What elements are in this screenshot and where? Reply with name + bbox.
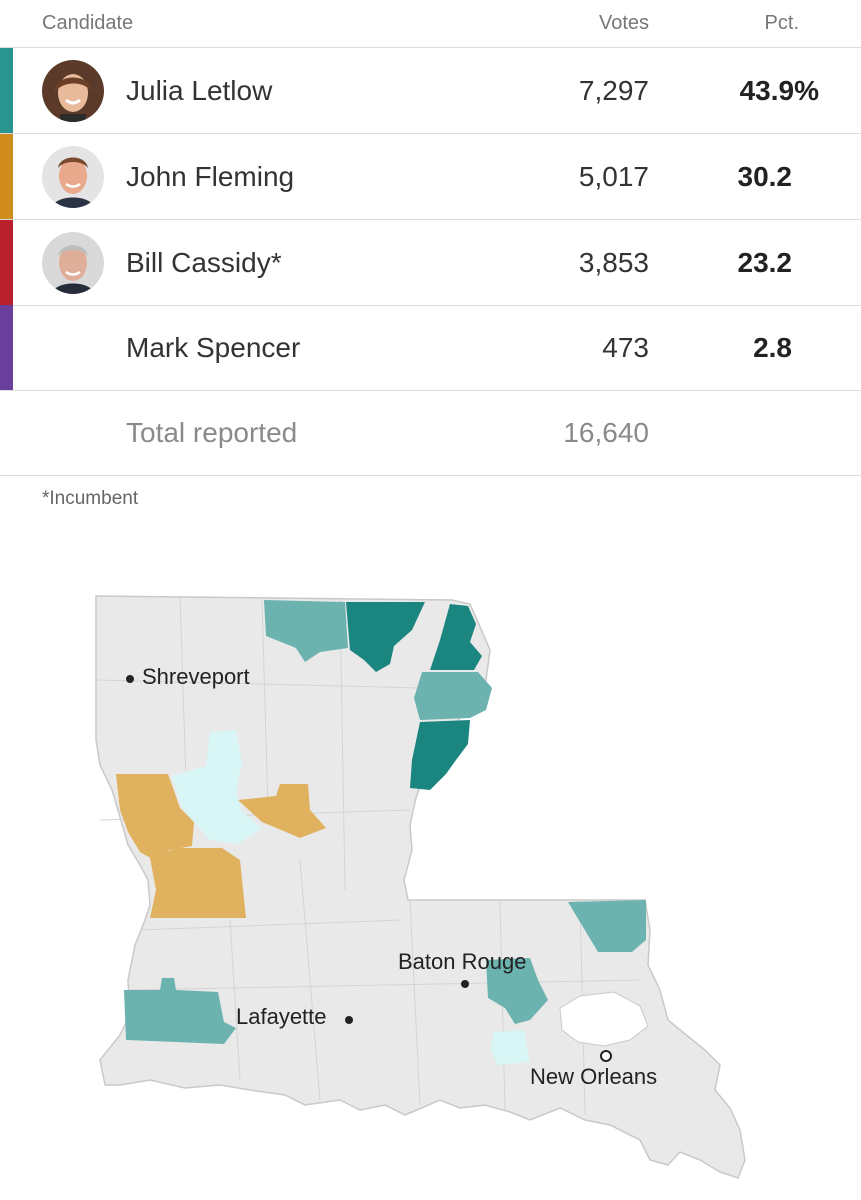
parish-letlow-light-east	[414, 672, 492, 720]
avatar-fleming	[42, 146, 104, 208]
parish-fleming-southwest	[150, 848, 246, 918]
new-orleans-marker-circle	[600, 1050, 612, 1062]
candidate-row-letlow: Julia Letlow 7,297 43.9%	[0, 48, 861, 134]
shreveport-marker-dot	[126, 675, 134, 683]
parish-letlow-light-batonrouge	[486, 958, 548, 1024]
total-label: Total reported	[126, 417, 298, 448]
candidate-pct: 2.8	[753, 332, 792, 363]
new-orleans-label: New Orleans	[530, 1064, 657, 1089]
candidate-name: Mark Spencer	[126, 332, 301, 363]
lake-pontchartrain	[559, 991, 649, 1047]
candidate-name: John Fleming	[126, 161, 295, 192]
candidate-row-spencer: Mark Spencer 473 2.8	[0, 305, 861, 391]
candidate-pct: 23.2	[737, 247, 793, 278]
candidate-pct: 43.9%	[739, 75, 819, 106]
lafayette-marker-dot	[345, 1016, 353, 1024]
party-color-bar	[0, 48, 13, 133]
avatar-letlow	[42, 60, 104, 122]
candidate-name: Bill Cassidy*	[126, 247, 282, 278]
baton-rouge-marker-dot	[461, 980, 469, 988]
candidate-votes: 473	[602, 332, 649, 363]
parish-letlow-strong-east	[410, 720, 470, 790]
party-color-bar	[0, 220, 13, 305]
parish-cassidy-light-central	[172, 730, 262, 844]
pct-column-header: Pct.	[764, 12, 799, 34]
total-votes: 16,640	[563, 417, 649, 448]
shreveport-label: Shreveport	[142, 664, 250, 689]
avatar-cassidy	[42, 232, 104, 294]
candidate-row-cassidy: Bill Cassidy* 3,853 23.2	[0, 220, 861, 306]
parish-letlow-light-southwest	[124, 978, 236, 1044]
parish-letlow-light-north	[264, 600, 348, 662]
candidate-name: Julia Letlow	[126, 75, 273, 106]
incumbent-footnote: *Incumbent	[42, 488, 139, 509]
parish-letlow-strong-north	[346, 602, 425, 672]
candidate-votes: 5,017	[578, 161, 649, 192]
parish-letlow-strong-northeast	[430, 604, 482, 670]
party-color-bar	[0, 305, 13, 390]
candidate-pct: 30.2	[737, 161, 793, 192]
candidate-column-header: Candidate	[42, 12, 134, 34]
louisiana-results-map: Shreveport Baton Rouge Lafayette New Orl…	[95, 595, 746, 1179]
baton-rouge-label: Baton Rouge	[398, 949, 526, 974]
votes-column-header: Votes	[598, 12, 649, 34]
candidate-row-fleming: John Fleming 5,017 30.2	[0, 134, 861, 220]
party-color-bar	[0, 134, 13, 219]
parish-cassidy-light-south	[490, 1030, 530, 1065]
parish-fleming-central	[238, 784, 326, 838]
parish-fleming-west	[116, 774, 194, 860]
parish-letlow-light-southeast	[568, 900, 646, 952]
lafayette-label: Lafayette	[236, 1004, 327, 1029]
candidate-votes: 7,297	[578, 75, 649, 106]
results-table-header: Candidate Votes Pct.	[0, 0, 861, 48]
candidate-votes: 3,853	[578, 247, 649, 278]
total-reported-row: Total reported 16,640	[0, 390, 861, 476]
